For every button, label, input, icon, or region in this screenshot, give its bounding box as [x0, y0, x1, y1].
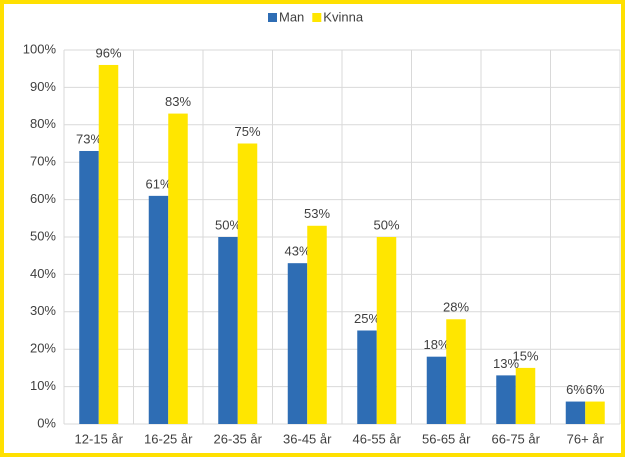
x-tick-label: 46-55 år	[353, 431, 402, 446]
x-tick-label: 12-15 år	[75, 431, 124, 446]
bar	[148, 195, 169, 424]
bar	[98, 64, 119, 425]
bar	[376, 237, 397, 424]
bar	[446, 319, 466, 424]
x-tick-label: 66-75 år	[492, 431, 541, 446]
x-tick-label: 26-35 år	[214, 431, 263, 446]
data-label: 96%	[95, 45, 121, 60]
y-tick-label: 30%	[30, 303, 56, 318]
data-label: 18%	[423, 337, 449, 352]
bar	[287, 263, 308, 424]
bar	[79, 150, 99, 425]
legend-swatch	[268, 13, 277, 22]
bar	[218, 237, 238, 424]
bar	[237, 143, 258, 424]
data-label: 61%	[145, 176, 171, 191]
y-tick-label: 50%	[30, 228, 56, 243]
x-tick-label: 56-65 år	[422, 431, 471, 446]
legend-swatch	[312, 13, 322, 22]
data-label: 28%	[443, 300, 469, 315]
y-tick-label: 20%	[30, 341, 56, 356]
y-tick-label: 100%	[23, 41, 57, 56]
y-tick-label: 70%	[30, 154, 56, 169]
data-label: 13%	[493, 356, 519, 371]
data-label: 53%	[304, 206, 330, 221]
bar	[426, 356, 447, 424]
data-label: 43%	[284, 244, 310, 259]
x-tick-label: 76+ år	[567, 431, 605, 446]
data-label: 15%	[512, 348, 538, 363]
x-tick-label: 16-25 år	[144, 431, 193, 446]
data-label: 6%	[586, 382, 605, 397]
y-tick-label: 90%	[30, 79, 56, 94]
data-label: 6%	[566, 382, 585, 397]
y-tick-label: 40%	[30, 266, 56, 281]
data-label: 75%	[234, 124, 260, 139]
bar	[565, 401, 586, 424]
bar	[307, 225, 327, 424]
legend-label: Kvinna	[323, 9, 364, 24]
y-tick-label: 0%	[37, 415, 56, 430]
data-label: 73%	[76, 131, 102, 146]
bar	[585, 401, 605, 424]
y-tick-label: 80%	[30, 116, 56, 131]
y-tick-label: 60%	[30, 191, 56, 206]
bar	[357, 330, 377, 424]
bar	[168, 113, 188, 424]
bar	[515, 367, 536, 424]
data-label: 50%	[373, 217, 399, 232]
legend-label: Man	[279, 9, 304, 24]
data-label: 25%	[354, 311, 380, 326]
x-tick-label: 36-45 år	[283, 431, 332, 446]
data-label: 50%	[215, 217, 241, 232]
y-tick-label: 10%	[30, 378, 56, 393]
bar	[496, 375, 516, 424]
data-label: 83%	[165, 94, 191, 109]
